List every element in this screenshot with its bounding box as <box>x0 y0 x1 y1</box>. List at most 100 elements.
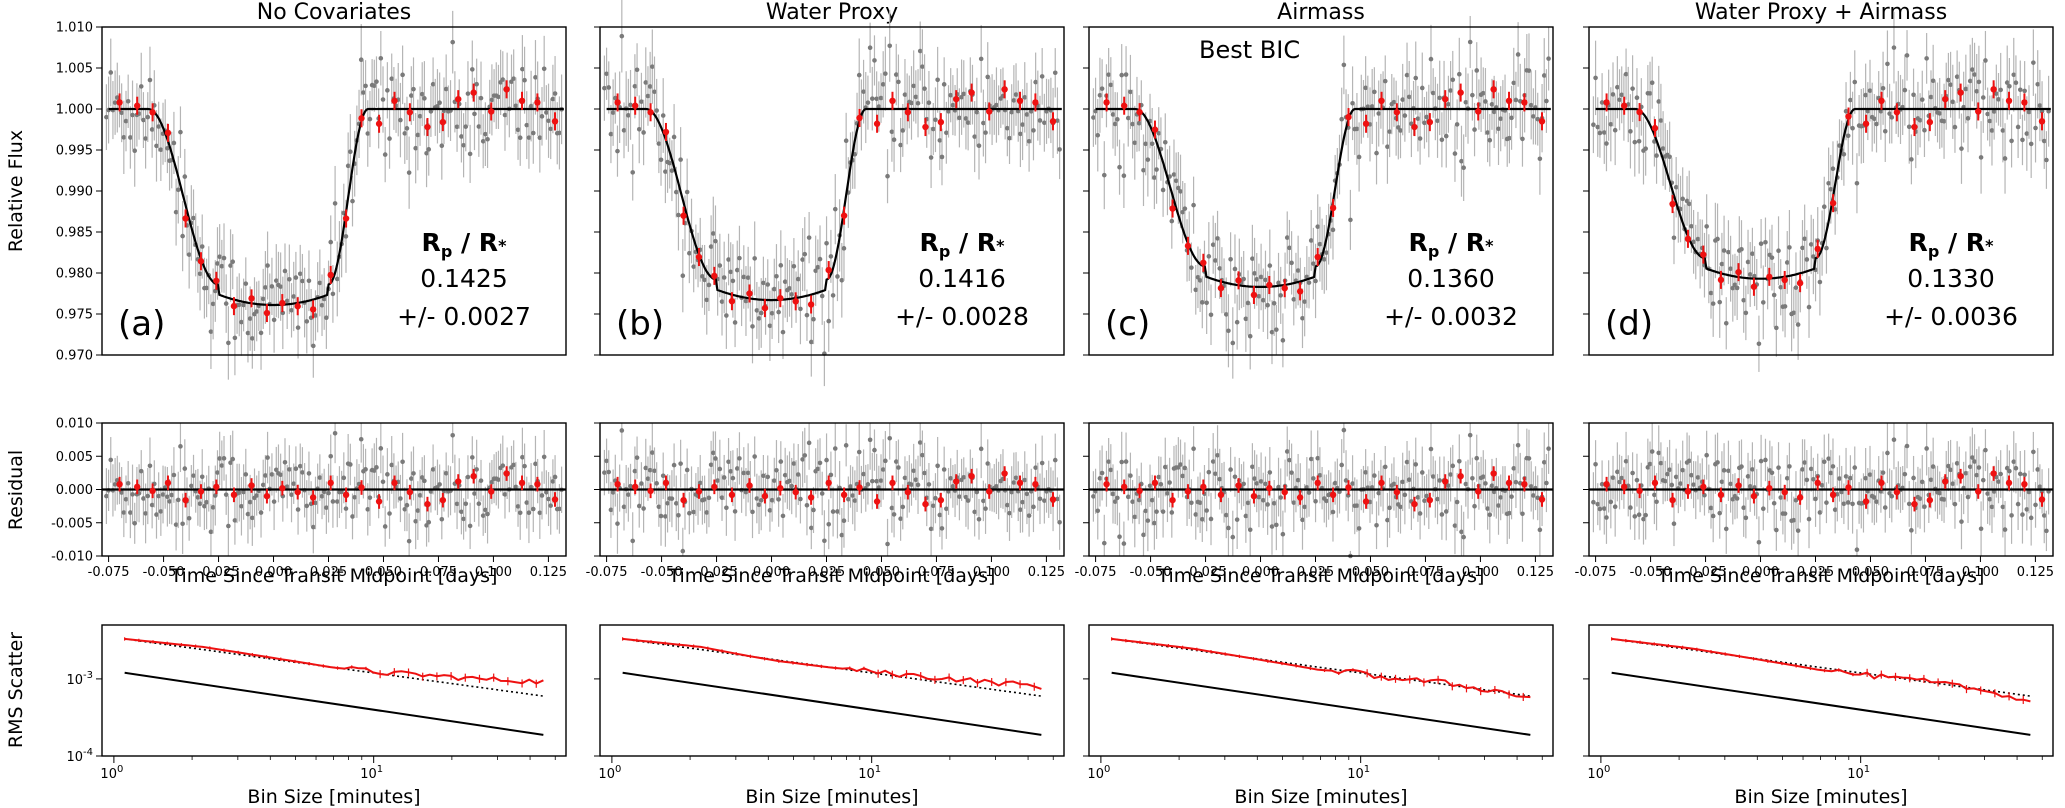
panel-1-residual-point <box>258 510 264 515</box>
panel-2-flux-point <box>893 72 899 77</box>
panel-2-residual-point <box>983 506 988 511</box>
panel-2-residual-point <box>856 449 862 455</box>
panel-4-residual-point <box>1802 460 1807 465</box>
panel-2-letter: (b) <box>616 304 664 344</box>
panel-2-residual-point <box>972 509 977 515</box>
panel-3-residual-point <box>1162 464 1168 470</box>
panel-1-letter: (a) <box>118 304 165 344</box>
panel-2-rms-xtick-label: 101 <box>858 764 881 782</box>
panel-1-rms-xtick-label: 101 <box>360 764 383 782</box>
panel-2-binned-point <box>647 109 654 116</box>
panel-3-rp-label: Rp / R* <box>1409 228 1495 261</box>
panel-1-flux-point <box>439 143 445 148</box>
panel-2-flux-point <box>826 318 832 324</box>
panel-1-residual-point <box>254 493 259 498</box>
panel-2-binned-point <box>953 95 960 103</box>
panel-3-residual-point <box>1311 476 1316 481</box>
panel-2-residual-point <box>902 475 908 481</box>
panel-2-residual-point <box>789 483 795 489</box>
panel-1-flux-point <box>371 83 377 89</box>
panel-3-residual-point <box>1165 491 1170 496</box>
panel-3-flux-point <box>1365 104 1371 110</box>
panel-4-binned-point <box>1878 97 1885 105</box>
panel-4-transit-model <box>1595 107 2051 280</box>
panel-1-flux-point <box>350 198 355 204</box>
panel-3-flux-point <box>1141 167 1146 173</box>
panel-3-flux-point <box>1247 333 1253 339</box>
panel-4-binned-point <box>2021 99 2028 106</box>
panel-2-residual-point <box>804 502 810 508</box>
panel-1-binned-point <box>342 215 350 222</box>
panel-1-flux-point <box>304 319 310 324</box>
panel-2-flux-point <box>887 43 893 49</box>
panel-2-flux-point <box>761 280 766 286</box>
panel-3-residual-point <box>1417 511 1423 516</box>
panel-1-residual-point <box>204 499 209 505</box>
residual-ytick-label: -0.005 <box>51 516 93 531</box>
panel-4-residual-point <box>2011 459 2017 465</box>
panel-3-binned-point <box>1217 284 1225 292</box>
panel-1-flux-point <box>158 147 164 153</box>
panel-3-residual-point <box>1422 498 1427 504</box>
panel-4-residual-point <box>1795 528 1801 533</box>
panel-1-binned-residual-point <box>263 492 271 500</box>
panel-2-binned-point <box>680 212 687 219</box>
panel-2-xtick-label: 0.075 <box>918 565 955 580</box>
panel-1-transit-model <box>108 107 564 307</box>
panel-3-xtick-label: 0.050 <box>1352 565 1389 580</box>
panel-2-residual-point <box>850 493 855 498</box>
panel-2-binned-residual-point <box>937 496 945 504</box>
panel-1-flux-point <box>533 75 538 80</box>
panel-4-flux-point <box>1817 279 1823 285</box>
panel-3-residual-point <box>1206 469 1212 475</box>
panel-4-flux-point <box>1673 184 1679 190</box>
panel-2-residual-point <box>684 467 690 473</box>
panel-2-residual-point <box>917 440 923 445</box>
panel-2-residual-point <box>645 476 651 482</box>
panel-4-binned-residual-point <box>1651 479 1659 487</box>
panel-2-residual-point <box>900 504 906 510</box>
panel-1-residual-point <box>284 484 290 489</box>
panel-3-residual-point <box>1382 464 1388 470</box>
panel-1-flux-point <box>378 55 384 61</box>
panel-3-flux-point <box>1496 126 1501 132</box>
panel-3-residual-point <box>1169 510 1175 515</box>
panel-1-flux-point <box>243 281 249 286</box>
panel-2-residual-point <box>846 496 851 502</box>
panel-3-flux-point <box>1215 236 1220 241</box>
panel-4-binned-residual-point <box>1750 492 1758 500</box>
panel-3-flux-point <box>1117 164 1122 170</box>
panel-1-flux-point <box>273 278 279 283</box>
panel-4-binned-point <box>2005 97 2013 105</box>
panel-2-residual-point <box>660 473 666 479</box>
panel-1-rms-xtick-base: 10 <box>360 767 377 782</box>
panel-3-binned-residual-point <box>1296 494 1304 501</box>
panel-4-flux-point <box>1941 118 1947 124</box>
panel-4-residual-point <box>1848 475 1853 481</box>
panel-2-flux-point <box>917 48 923 54</box>
panel-2-residual-point <box>643 465 649 471</box>
panel-2-residual-point <box>826 521 832 527</box>
panel-2-flux-point <box>802 251 808 257</box>
panel-1-flux-point <box>265 263 270 268</box>
panel-1-flux-point <box>485 136 490 142</box>
panel-1-flux-point <box>245 330 251 336</box>
panel-4-residual-point <box>1978 526 1984 532</box>
panel-2-residual-point <box>806 440 812 446</box>
panel-3-binned-residual-point <box>1475 488 1482 495</box>
panel-3-residual-point <box>1356 526 1362 531</box>
panel-1-flux-point <box>443 86 449 92</box>
panel-2-flux-point <box>861 89 866 94</box>
panel-4-residual-point <box>1882 505 1888 510</box>
panel-2-binned-point <box>1049 118 1057 125</box>
panel-3-flux-point <box>1491 109 1497 115</box>
panel-1-flux-point <box>358 57 364 63</box>
panel-3-flux-point <box>1317 241 1323 247</box>
panel-1-binned-residual-point <box>213 483 220 491</box>
panel-3-flux-point <box>1156 130 1162 136</box>
panel-2-residual-point <box>1018 507 1023 513</box>
panel-3-binned-point <box>1538 118 1546 125</box>
panel-2-flux-point <box>602 85 607 91</box>
panel-3-residual-point <box>1317 473 1323 478</box>
panel-3-flux-point <box>1485 130 1490 135</box>
